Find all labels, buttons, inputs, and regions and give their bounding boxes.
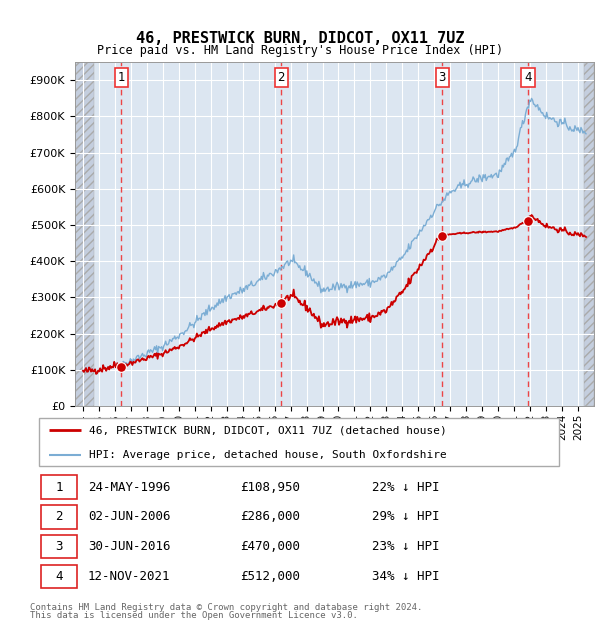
Bar [584, 62, 594, 406]
Text: £286,000: £286,000 [240, 510, 300, 523]
Text: 46, PRESTWICK BURN, DIDCOT, OX11 7UZ (detached house): 46, PRESTWICK BURN, DIDCOT, OX11 7UZ (de… [89, 425, 446, 435]
Text: 24-MAY-1996: 24-MAY-1996 [88, 480, 170, 494]
Text: This data is licensed under the Open Government Licence v3.0.: This data is licensed under the Open Gov… [30, 611, 358, 620]
Text: 4: 4 [55, 570, 63, 583]
Text: 12-NOV-2021: 12-NOV-2021 [88, 570, 170, 583]
Text: 1: 1 [118, 71, 125, 84]
Text: 2: 2 [278, 71, 285, 84]
Text: 23% ↓ HPI: 23% ↓ HPI [372, 540, 440, 553]
Text: Price paid vs. HM Land Registry's House Price Index (HPI): Price paid vs. HM Land Registry's House … [97, 45, 503, 57]
Text: HPI: Average price, detached house, South Oxfordshire: HPI: Average price, detached house, Sout… [89, 450, 446, 460]
Text: £512,000: £512,000 [240, 570, 300, 583]
Bar [41, 476, 77, 498]
Text: Contains HM Land Registry data © Crown copyright and database right 2024.: Contains HM Land Registry data © Crown c… [30, 603, 422, 612]
Text: 2: 2 [55, 510, 63, 523]
Text: 3: 3 [55, 540, 63, 553]
Text: 29% ↓ HPI: 29% ↓ HPI [372, 510, 440, 523]
Text: 46, PRESTWICK BURN, DIDCOT, OX11 7UZ: 46, PRESTWICK BURN, DIDCOT, OX11 7UZ [136, 31, 464, 46]
Text: 1: 1 [55, 480, 63, 494]
Text: 3: 3 [439, 71, 446, 84]
Bar [41, 505, 77, 528]
Text: 22% ↓ HPI: 22% ↓ HPI [372, 480, 440, 494]
Text: £108,950: £108,950 [240, 480, 300, 494]
Bar [41, 535, 77, 559]
Text: 34% ↓ HPI: 34% ↓ HPI [372, 570, 440, 583]
Text: 30-JUN-2016: 30-JUN-2016 [88, 540, 170, 553]
Bar [75, 62, 94, 406]
Text: 02-JUN-2006: 02-JUN-2006 [88, 510, 170, 523]
Text: £470,000: £470,000 [240, 540, 300, 553]
Text: 4: 4 [524, 71, 532, 84]
Bar [41, 565, 77, 588]
